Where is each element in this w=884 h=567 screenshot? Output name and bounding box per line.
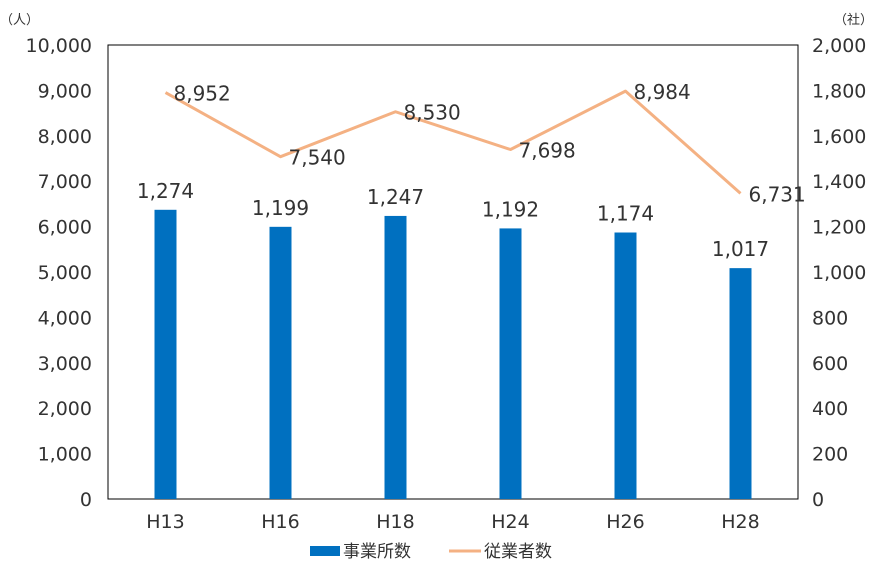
category-axis-labels: H13 H16 H18 H24 H26 H28 xyxy=(146,511,759,533)
bar-data-label: 1,192 xyxy=(482,197,539,221)
left-tick-label: 2,000 xyxy=(38,398,92,420)
left-tick-label: 3,000 xyxy=(38,353,92,375)
right-tick-label: 600 xyxy=(812,353,848,375)
right-tick-label: 1,200 xyxy=(812,217,866,239)
right-tick-label: 1,800 xyxy=(812,80,866,102)
left-tick-label: 0 xyxy=(80,489,92,511)
category-label: H24 xyxy=(491,511,529,533)
category-label: H13 xyxy=(146,511,184,533)
category-label: H28 xyxy=(721,511,759,533)
line-path xyxy=(164,89,742,195)
right-tick-label: 1,400 xyxy=(812,171,866,193)
legend-bar-swatch xyxy=(310,546,340,556)
left-tick-label: 7,000 xyxy=(38,171,92,193)
left-tick-label: 4,000 xyxy=(38,307,92,329)
line-data-label: 8,952 xyxy=(174,82,231,106)
bar-data-label: 1,017 xyxy=(712,237,769,261)
bar-data-label: 1,274 xyxy=(137,179,194,203)
right-axis-ticks: 0 200 400 600 800 1,000 1,200 1,400 1,600 1,800 2,… xyxy=(812,35,866,511)
right-tick-label: 1,000 xyxy=(812,262,866,284)
left-tick-label: 9,000 xyxy=(38,80,92,102)
bar-data-label: 1,174 xyxy=(597,202,654,226)
bar xyxy=(154,209,177,499)
bar-data-labels: 1,274 1,199 1,247 1,192 1,174 1,017 xyxy=(137,179,769,261)
line-data-label: 6,731 xyxy=(749,182,806,206)
line-data-label: 7,698 xyxy=(519,139,576,163)
line-data-labels: 8,952 7,540 8,530 7,698 8,984 6,731 xyxy=(174,80,806,206)
category-label: H18 xyxy=(376,511,414,533)
right-axis-unit: （社） xyxy=(834,12,873,28)
right-tick-label: 2,000 xyxy=(812,35,866,57)
right-tick-label: 0 xyxy=(812,489,824,511)
legend: 事業所数 従業者数 xyxy=(310,542,552,562)
bar xyxy=(614,232,637,499)
bar-data-label: 1,247 xyxy=(367,185,424,209)
bar xyxy=(384,215,407,499)
legend-bar-label: 事業所数 xyxy=(343,542,411,562)
line-data-label: 7,540 xyxy=(289,146,346,170)
legend-line-label: 従業者数 xyxy=(484,542,552,562)
plot-frame xyxy=(107,44,799,500)
right-tick-label: 800 xyxy=(812,307,848,329)
left-axis-unit: （人） xyxy=(0,13,39,28)
left-tick-label: 5,000 xyxy=(38,262,92,284)
left-tick-label: 6,000 xyxy=(38,217,92,239)
line-data-label: 8,984 xyxy=(634,80,691,104)
left-tick-label: 1,000 xyxy=(38,444,92,466)
category-label: H26 xyxy=(606,511,644,533)
right-tick-label: 400 xyxy=(812,398,848,420)
bar xyxy=(499,228,522,499)
category-label: H16 xyxy=(261,511,299,533)
bar xyxy=(269,226,292,499)
right-tick-label: 1,600 xyxy=(812,126,866,148)
bar-series xyxy=(154,209,752,499)
left-tick-label: 8,000 xyxy=(38,126,92,148)
bar-data-label: 1,199 xyxy=(252,196,309,220)
line-series xyxy=(164,89,742,195)
left-axis-ticks: 0 1,000 2,000 3,000 4,000 5,000 6,000 7,000 8,00… xyxy=(26,35,92,511)
right-tick-label: 200 xyxy=(812,444,848,466)
line-data-label: 8,530 xyxy=(404,101,461,125)
bar xyxy=(729,268,752,499)
left-tick-label: 10,000 xyxy=(26,35,92,57)
